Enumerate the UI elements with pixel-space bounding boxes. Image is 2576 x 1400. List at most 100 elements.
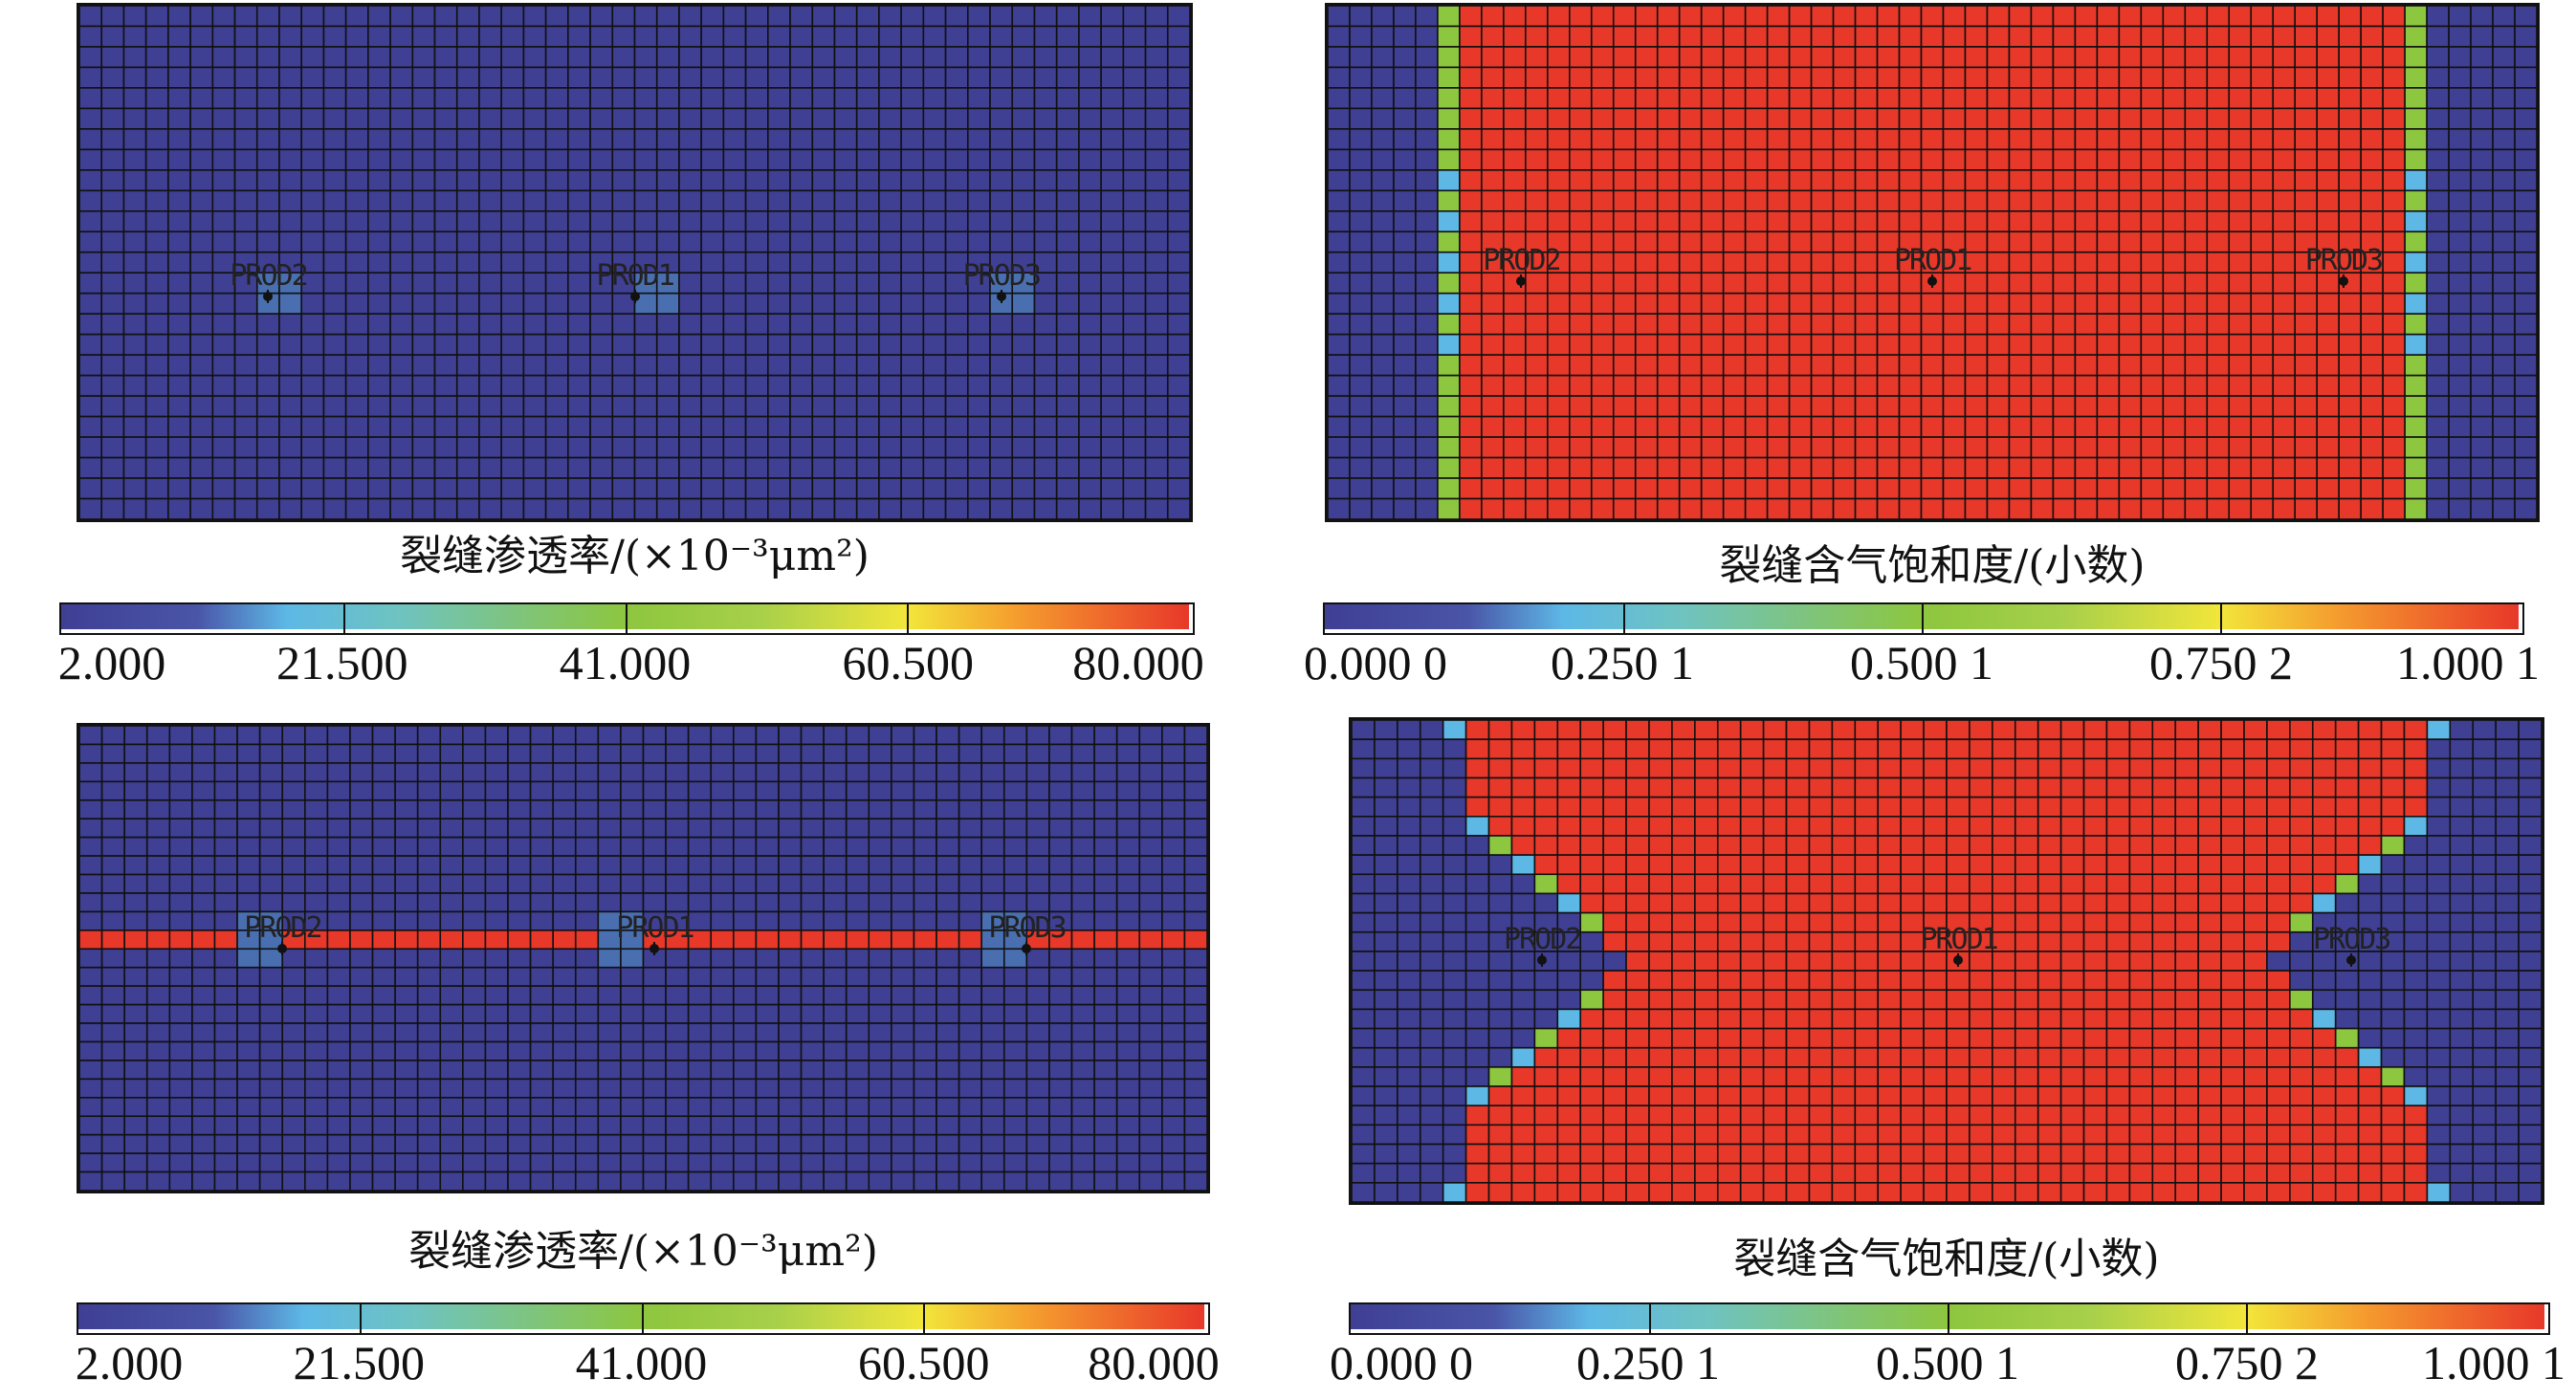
grid-cell [1900, 1105, 1925, 1127]
grid-cell [1898, 313, 1923, 336]
grid-cell [122, 189, 147, 212]
grid-cell [2151, 1027, 2177, 1049]
grid-cell [255, 395, 280, 418]
grid-cell [455, 272, 480, 295]
grid-cell [891, 780, 915, 801]
grid-cell [1025, 762, 1050, 783]
grid-cell [367, 313, 391, 336]
grid-cell [855, 189, 880, 212]
grid-cell [1033, 292, 1058, 316]
grid-cell [1788, 415, 1813, 438]
grid-cell [823, 930, 848, 951]
grid-cell [478, 333, 502, 356]
grid-cell [1002, 798, 1028, 820]
grid-cell [2470, 354, 2494, 377]
grid-cell [2357, 1066, 2383, 1087]
grid-cell [2174, 892, 2199, 914]
grid-cell [833, 272, 858, 295]
grid-cell [755, 855, 780, 876]
grid-cell [1002, 892, 1028, 913]
well-label: PROD1 [616, 910, 694, 945]
grid-cell [1510, 796, 1536, 818]
grid-cell [2037, 835, 2062, 856]
grid-cell [462, 1060, 487, 1081]
grid-cell [1700, 87, 1725, 110]
grid-cell [1700, 128, 1725, 151]
grid-cell [2492, 333, 2516, 356]
grid-cell [2449, 951, 2475, 972]
grid-cell [2357, 777, 2383, 798]
grid-cell [1464, 930, 1490, 952]
grid-cell [1656, 436, 1681, 459]
grid-cell [2037, 892, 2062, 914]
grid-cell [2403, 970, 2429, 992]
grid-cell [145, 836, 171, 857]
grid-cell [79, 1003, 103, 1024]
grid-cell [823, 1115, 848, 1136]
grid-cell [2514, 87, 2537, 110]
grid-cell [2426, 87, 2450, 110]
grid-cell [989, 210, 1014, 233]
grid-cell [2140, 46, 2165, 69]
grid-cell [2228, 107, 2253, 130]
grid-cell [100, 313, 125, 336]
grid-cell [326, 798, 351, 820]
grid-cell [439, 930, 464, 951]
grid-cell [2096, 189, 2121, 212]
grid-cell [1808, 777, 1834, 798]
grid-cell [800, 1152, 825, 1173]
grid-cell [1033, 436, 1058, 459]
grid-cell [2404, 497, 2428, 519]
grid-cell [1969, 816, 1993, 837]
grid-cell [733, 966, 758, 987]
grid-cell [1739, 911, 1765, 933]
grid-cell [1762, 777, 1788, 798]
grid-cell [2272, 169, 2297, 192]
grid-cell [710, 1003, 735, 1024]
grid-cell [484, 798, 509, 820]
grid-cell [484, 966, 509, 987]
grid-cell [1442, 970, 1467, 992]
grid-cell [258, 818, 284, 839]
grid-cell [2316, 477, 2340, 500]
grid-cell [958, 985, 982, 1006]
grid-cell [1349, 148, 1373, 171]
grid-cell [1744, 210, 1769, 233]
grid-cell [122, 374, 147, 397]
grid-cell [2197, 930, 2222, 952]
grid-cell [394, 1152, 419, 1173]
grid-cell [1122, 333, 1147, 356]
grid-cell [2338, 395, 2362, 418]
grid-cell [478, 107, 502, 130]
grid-cell [800, 1060, 825, 1081]
grid-cell [1766, 456, 1791, 479]
grid-cell [144, 6, 169, 28]
grid-cell [1964, 354, 1989, 377]
grid-cell [2495, 835, 2520, 856]
grid-cell [552, 873, 577, 894]
grid-cell [439, 1003, 464, 1024]
grid-cell [1877, 970, 1902, 992]
grid-cell [958, 798, 982, 820]
grid-cell [687, 1152, 713, 1173]
grid-cell [1393, 374, 1417, 397]
grid-cell [1055, 46, 1080, 69]
grid-cell [2118, 313, 2143, 336]
grid-cell [258, 836, 284, 857]
grid-cell [1415, 497, 1439, 519]
grid-cell [1374, 1066, 1398, 1087]
grid-cell [1115, 762, 1141, 783]
grid-cell [2162, 272, 2187, 295]
grid-cell [597, 762, 622, 783]
grid-cell [2250, 436, 2275, 459]
grid-cell [1612, 313, 1637, 336]
grid-cell [1547, 25, 1571, 48]
grid-cell [462, 836, 487, 857]
grid-cell [2014, 989, 2039, 1011]
grid-cell [1459, 436, 1483, 459]
grid-cell [567, 415, 591, 438]
grid-cell [2380, 796, 2406, 818]
grid-cell [1371, 230, 1395, 253]
grid-cell [2426, 210, 2450, 233]
grid-cell [79, 1170, 103, 1191]
